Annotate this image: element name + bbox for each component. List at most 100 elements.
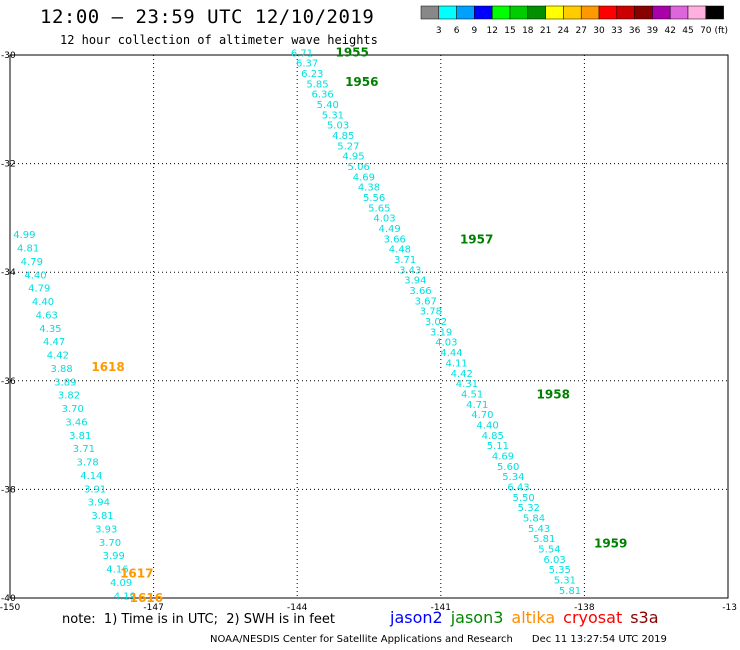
wave-height-value: 3.94 xyxy=(404,276,426,287)
wave-height-value: 3.66 xyxy=(409,286,431,297)
wave-height-value: 5.03 xyxy=(327,121,349,132)
wave-height-value: 3.81 xyxy=(69,431,91,442)
wave-height-value: 5.11 xyxy=(487,441,509,452)
lat-tick-label: -40 xyxy=(1,594,16,604)
legend-label: 45 xyxy=(682,26,693,36)
lat-tick-label: -38 xyxy=(1,485,16,495)
legend-label: 21 xyxy=(540,26,551,36)
wave-height-value: 6.37 xyxy=(296,59,318,70)
wave-height-value: 4.42 xyxy=(47,351,69,362)
wave-height-value: 6.03 xyxy=(543,555,565,566)
satellite-name: s3a xyxy=(630,608,659,627)
footer-credit: NOAA/NESDIS Center for Satellite Applica… xyxy=(210,634,667,645)
wave-height-value: 3.46 xyxy=(65,417,87,428)
wave-height-value: 4.69 xyxy=(353,172,375,183)
legend-label: 70 xyxy=(700,26,712,36)
wave-height-value: 4.16 xyxy=(106,565,128,576)
wave-height-value: 4.95 xyxy=(342,152,364,163)
pass-time-label: 1617 xyxy=(120,567,153,581)
wave-height-value: 3.70 xyxy=(62,404,84,415)
wave-height-value: 6.23 xyxy=(301,69,323,80)
wave-height-value: 5.40 xyxy=(317,100,339,111)
satellite-name: jason3 xyxy=(450,608,504,627)
wave-height-value: 4.51 xyxy=(461,389,483,400)
lat-tick-label: -32 xyxy=(1,160,16,170)
legend-label: 36 xyxy=(629,26,641,36)
wave-height-value: 4.44 xyxy=(440,348,462,359)
wave-height-value: 5.84 xyxy=(523,513,545,524)
legend-label: 33 xyxy=(611,26,622,36)
wave-height-value: 3.78 xyxy=(77,458,99,469)
pass-time-label: 1958 xyxy=(537,387,570,401)
satellite-name: jason2 xyxy=(390,608,443,627)
wave-height-value: 4.11 xyxy=(446,358,468,369)
lat-tick-label: -34 xyxy=(1,268,16,278)
wave-height-value: 3.91 xyxy=(84,484,106,495)
pass-time-label: 1956 xyxy=(345,75,378,89)
altimeter-map: -150 -147 -144 -141 -138 -13 -30 -32 -34 -36 -38 -4… xyxy=(0,45,737,610)
wave-height-value: 4.99 xyxy=(13,230,35,241)
wave-height-value: 3.88 xyxy=(50,364,72,375)
lon-tick-label: -141 xyxy=(431,603,451,610)
lon-tick-label: -147 xyxy=(143,603,163,610)
wave-height-value: 4.35 xyxy=(39,324,61,335)
wave-height-value: 4.85 xyxy=(332,131,354,142)
wave-height-value: 4.85 xyxy=(482,431,504,442)
wave-height-value: 4.49 xyxy=(378,224,400,235)
map-title: 12:00 – 23:59 UTC 12/10/2019 xyxy=(40,6,375,28)
map-subtitle: 12 hour collection of altimeter wave hei… xyxy=(60,33,378,47)
wave-height-value: 3.19 xyxy=(430,327,452,338)
legend-label: 15 xyxy=(504,26,515,36)
legend-label: 39 xyxy=(647,26,659,36)
wave-height-value: 5.56 xyxy=(363,193,385,204)
legend-label: 27 xyxy=(575,26,586,36)
wave-height-value: 3.66 xyxy=(384,234,406,245)
lon-tick-label: -138 xyxy=(574,603,595,610)
wave-height-value: 5.54 xyxy=(538,545,560,556)
wave-height-value: 3.82 xyxy=(58,391,80,402)
wave-height-value: 4.40 xyxy=(24,270,46,281)
pass-time-label: 1955 xyxy=(335,45,368,59)
pass-time-label: 1959 xyxy=(594,537,627,551)
wave-height-value: 3.93 xyxy=(95,524,117,535)
wave-height-value: 4.71 xyxy=(466,400,488,411)
wave-height-value: 5.81 xyxy=(559,586,581,597)
legend-label: 6 xyxy=(454,26,460,36)
wave-height-value: 3.94 xyxy=(88,498,110,509)
wave-height-value: 3.67 xyxy=(415,296,437,307)
wave-height-value: 5.27 xyxy=(337,141,359,152)
pass-time-label: 1616 xyxy=(130,591,163,605)
legend-label: 9 xyxy=(472,26,478,36)
wave-height-value: 4.70 xyxy=(471,410,493,421)
wave-height-value: 4.79 xyxy=(28,284,50,295)
wave-height-value: 3.70 xyxy=(99,538,121,549)
wave-height-value: 5.65 xyxy=(368,203,390,214)
wave-height-value: 4.38 xyxy=(358,183,380,194)
satellite-key: jason2 jason3 altika cryosat s3a xyxy=(390,608,667,627)
legend-label: 3 xyxy=(436,26,442,36)
lon-tick-label: -150 xyxy=(0,603,20,610)
legend-unit: (ft) xyxy=(714,26,728,36)
lon-tick-label: -144 xyxy=(287,603,308,610)
wave-height-value: 3.78 xyxy=(420,307,442,318)
wave-height-value: 3.71 xyxy=(73,444,95,455)
lat-tick-label: -30 xyxy=(1,51,16,61)
wave-height-value: 6.71 xyxy=(291,48,313,59)
wave-height-value: 5.85 xyxy=(306,79,328,90)
wave-height-value: 4.09 xyxy=(110,578,132,589)
legend-label: 42 xyxy=(664,26,675,36)
wave-height-value: 5.50 xyxy=(513,493,535,504)
lon-tick-label: -13 xyxy=(722,603,737,610)
wave-height-value: 6.36 xyxy=(311,90,333,101)
wave-height-value: 5.31 xyxy=(554,576,576,587)
wave-height-value: 5.81 xyxy=(533,534,555,545)
lat-tick-label: -36 xyxy=(1,377,16,387)
wave-height-value: 5.60 xyxy=(497,462,519,473)
wave-height-value: 3.81 xyxy=(91,511,113,522)
wave-height-value: 4.03 xyxy=(373,214,395,225)
legend-label: 18 xyxy=(522,26,534,36)
legend-swatch xyxy=(705,5,724,20)
wave-height-value: 5.43 xyxy=(528,524,550,535)
wave-height-value: 4.40 xyxy=(32,297,54,308)
wave-height-value: 4.42 xyxy=(451,369,473,380)
